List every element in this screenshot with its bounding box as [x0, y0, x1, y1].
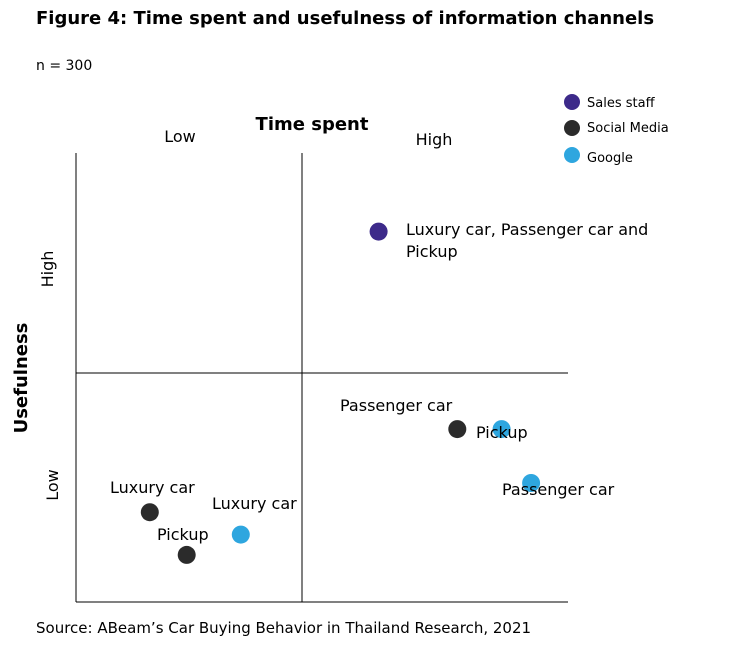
legend-label-social-media: Social Media — [587, 121, 669, 136]
source-note: Source: ABeam’s Car Buying Behavior in T… — [36, 619, 532, 637]
point-social-media-luxury-car — [140, 503, 159, 522]
point-social-media-passenger-car — [448, 420, 467, 439]
point-label-social-media-passenger-car: Passenger car — [340, 396, 453, 415]
point-sales-staff-all — [369, 222, 388, 241]
point-label-sales-staff-line2: Pickup — [406, 242, 458, 261]
legend-label-google: Google — [587, 151, 633, 166]
y-tick-label-low: Low — [43, 469, 62, 501]
point-google-passenger-car — [522, 474, 541, 492]
x-axis-title: Time spent — [256, 114, 369, 135]
point-label-sales-staff-line1: Luxury car, Passenger car and — [406, 220, 648, 239]
x-tick-label-high: High — [416, 130, 453, 149]
figure-title: Figure 4: Time spent and usefulness of i… — [36, 8, 655, 29]
point-label-google-passenger-car: Passenger car — [502, 480, 615, 499]
point-label-google-luxury-car: Luxury car — [212, 494, 297, 513]
legend-marker-google — [564, 147, 580, 163]
point-label-social-media-luxury-car: Luxury car — [110, 478, 195, 497]
point-google-pickup — [492, 420, 511, 439]
y-tick-label-high: High — [38, 251, 57, 288]
point-label-google-pickup: Pickup — [476, 423, 528, 442]
point-google-luxury-car — [231, 525, 250, 544]
y-axis-title: Usefulness — [11, 323, 32, 434]
legend: Sales staff Social Media Google — [564, 94, 669, 166]
legend-marker-sales-staff — [564, 94, 580, 110]
point-label-social-media-pickup: Pickup — [157, 525, 209, 544]
legend-marker-social-media — [564, 120, 580, 136]
x-tick-label-low: Low — [164, 127, 196, 146]
point-social-media-pickup — [177, 545, 196, 564]
legend-label-sales-staff: Sales staff — [587, 96, 656, 111]
sample-size-note: n = 300 — [36, 58, 93, 74]
